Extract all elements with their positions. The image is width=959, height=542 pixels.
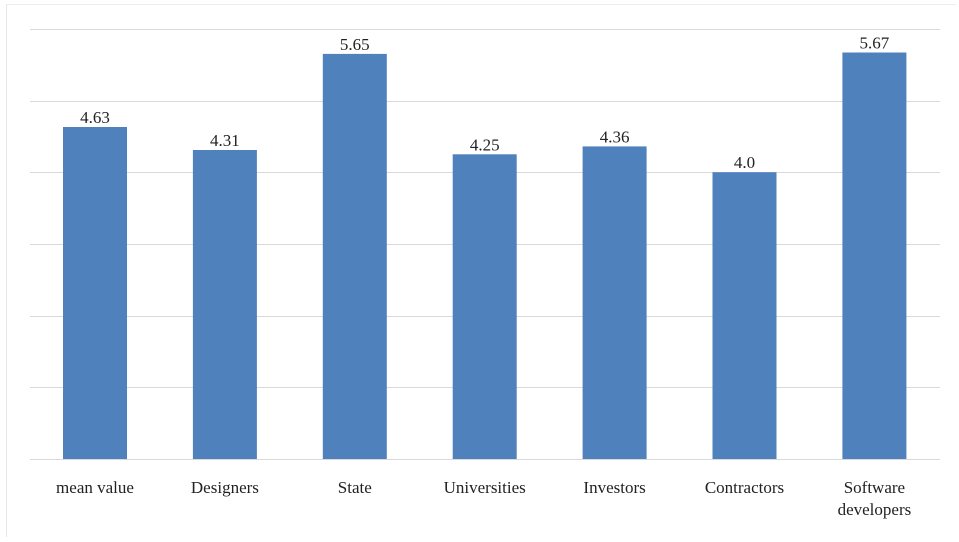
bar-5 [582,146,647,459]
data-label-7: 5.67 [860,34,890,53]
data-labels: 4.63 4.31 5.65 4.25 4.36 4.0 5.67 [80,34,890,173]
data-label-1: 4.63 [80,108,110,127]
data-label-6: 4.0 [734,153,755,172]
x-tick-label-2: Designers [191,478,259,497]
bar-3 [322,53,387,460]
bar-4 [452,154,517,460]
bars [63,52,907,460]
x-tick-label-3: State [338,478,372,497]
x-tick-labels: mean value Designers State Universities Inve… [56,478,911,519]
x-tick-label-7: Software developers [838,478,912,519]
x-tick-label-4: Universities [444,478,526,497]
bar-7 [842,52,907,459]
data-label-2: 4.31 [210,131,240,150]
x-tick-label-6: Contractors [705,478,784,497]
data-label-3: 5.65 [340,35,370,54]
x-tick-label-5: Investors [583,478,645,497]
bar-1 [63,127,127,459]
data-label-4: 4.25 [470,135,500,154]
chart-border [6,4,956,537]
bar-6 [712,172,777,459]
bar-2 [192,150,257,459]
data-label-5: 4.36 [600,127,630,146]
x-tick-label-1: mean value [56,478,134,497]
